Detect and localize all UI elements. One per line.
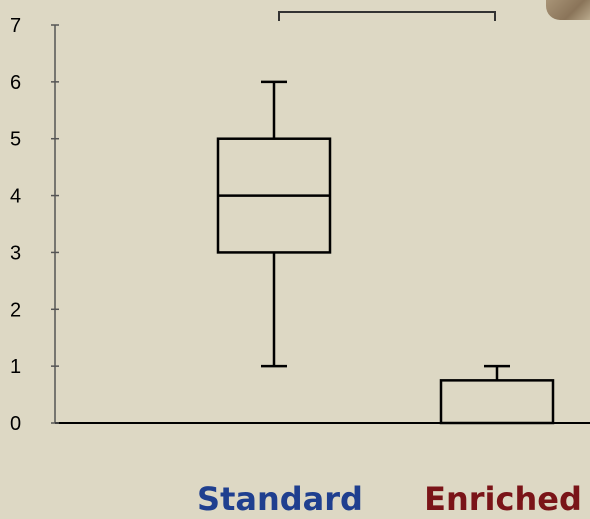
corner-decoration <box>546 0 590 20</box>
y-tick-label-5: 5 <box>10 129 21 151</box>
y-tick-label-6: 6 <box>10 72 21 94</box>
y-tick-label-2: 2 <box>10 299 21 321</box>
y-tick-label-0: 0 <box>10 413 21 435</box>
y-tick-label-4: 4 <box>10 186 21 208</box>
y-tick-label-7: 7 <box>10 15 21 37</box>
category-label-standard: Standard <box>197 480 363 518</box>
category-label-enriched: Enriched <box>424 480 582 518</box>
enriched-box <box>439 379 555 425</box>
y-tick-label-1: 1 <box>10 356 21 378</box>
y-tick-label-3: 3 <box>10 242 21 264</box>
significance-bracket <box>278 11 496 21</box>
